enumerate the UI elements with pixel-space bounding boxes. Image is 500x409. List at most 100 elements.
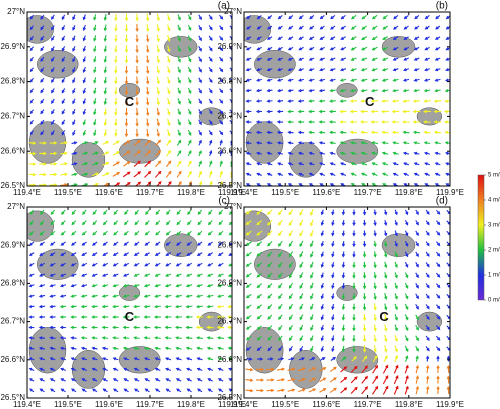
wind-vector — [156, 34, 160, 43]
wind-vector — [402, 88, 410, 93]
wind-vector — [362, 303, 367, 311]
wind-vector — [434, 88, 441, 93]
wind-vector — [245, 325, 252, 330]
wind-vector — [382, 46, 389, 51]
wind-vector — [373, 272, 377, 279]
wind-vector — [164, 357, 172, 361]
wind-vector — [393, 364, 399, 374]
wind-vector — [59, 346, 67, 351]
wind-vector — [373, 219, 377, 227]
wind-vector — [340, 36, 346, 40]
wind-vector — [133, 160, 141, 167]
wind-vector — [423, 88, 431, 93]
wind-vector — [51, 130, 55, 136]
wind-vector — [309, 15, 315, 20]
wind-vector — [362, 230, 367, 237]
wind-vector — [135, 76, 139, 85]
wind-vector — [166, 209, 171, 216]
wind-vector — [114, 97, 118, 106]
wind-vector — [288, 346, 293, 352]
terrain — [164, 233, 198, 257]
wind-vector — [124, 24, 129, 32]
terrain — [254, 248, 296, 280]
wind-vector — [176, 241, 182, 246]
wind-vector — [278, 282, 283, 289]
wind-vector — [114, 108, 118, 116]
wind-vector — [207, 273, 214, 277]
wind-vector — [393, 375, 399, 385]
wind-vector — [209, 150, 213, 157]
wind-vector — [112, 357, 119, 361]
terrain — [27, 15, 54, 44]
wind-vector — [394, 324, 398, 332]
wind-vector — [309, 25, 315, 30]
wind-vector — [287, 68, 294, 72]
wind-vector — [165, 220, 171, 226]
wind-vector — [267, 283, 273, 289]
wind-vector — [319, 68, 325, 72]
wind-vector — [361, 46, 368, 51]
wind-vector — [72, 119, 76, 126]
wind-vector — [51, 98, 55, 105]
wind-vector — [186, 273, 193, 277]
wind-vector — [256, 357, 264, 361]
wind-vector — [266, 109, 273, 114]
wind-vector — [144, 252, 150, 257]
wind-vector — [349, 130, 358, 135]
wind-vector — [28, 151, 37, 156]
wind-vector — [320, 345, 324, 352]
wind-vector — [245, 109, 252, 114]
wind-vector — [415, 262, 419, 268]
wind-vector — [352, 272, 356, 279]
wind-vector — [28, 141, 37, 145]
wind-vector — [112, 294, 119, 298]
wind-vector — [154, 367, 161, 371]
wind-vector — [146, 86, 150, 96]
wind-vector — [308, 130, 315, 135]
wind-vector — [266, 162, 273, 166]
wind-vector — [341, 240, 346, 248]
wind-vector — [361, 375, 368, 384]
wind-vector — [103, 129, 107, 137]
wind-vector — [299, 272, 304, 279]
wind-vector — [93, 45, 97, 53]
wind-vector — [393, 385, 399, 395]
wind-vector — [61, 46, 66, 52]
wind-vector — [49, 325, 56, 330]
wind-vector — [287, 151, 294, 156]
wind-vector — [61, 98, 66, 105]
wind-vector — [331, 240, 335, 248]
wind-vector — [198, 77, 202, 84]
wind-vector — [177, 24, 181, 32]
wind-vector — [38, 284, 46, 288]
wind-vector — [423, 141, 431, 145]
wind-vector — [276, 88, 284, 93]
wind-vector — [187, 45, 192, 52]
wind-vector — [196, 294, 203, 298]
wind-vector — [256, 346, 262, 351]
wind-vector — [351, 14, 357, 20]
wind-vector — [102, 241, 108, 246]
wind-vector — [339, 78, 347, 82]
wind-vector — [155, 388, 161, 393]
wind-vector — [40, 67, 45, 73]
wind-vector — [444, 141, 450, 145]
wind-vector — [102, 262, 109, 267]
x-tick-label: 119.7°E — [136, 400, 164, 409]
wind-vector — [318, 120, 326, 124]
panel-frame — [26, 11, 233, 187]
wind-vector — [276, 120, 284, 124]
wind-vector — [425, 304, 430, 310]
wind-vector — [391, 130, 400, 135]
wind-vector — [287, 46, 294, 51]
wind-vector — [360, 109, 368, 114]
wind-vector — [135, 55, 139, 64]
terrain — [254, 50, 296, 79]
wind-vector — [446, 364, 450, 373]
wind-vector — [177, 98, 181, 105]
wind-vector — [404, 385, 409, 395]
wind-vector — [175, 284, 182, 288]
wind-vector — [82, 14, 86, 21]
wind-vector — [146, 45, 150, 54]
wind-vector — [51, 109, 55, 115]
